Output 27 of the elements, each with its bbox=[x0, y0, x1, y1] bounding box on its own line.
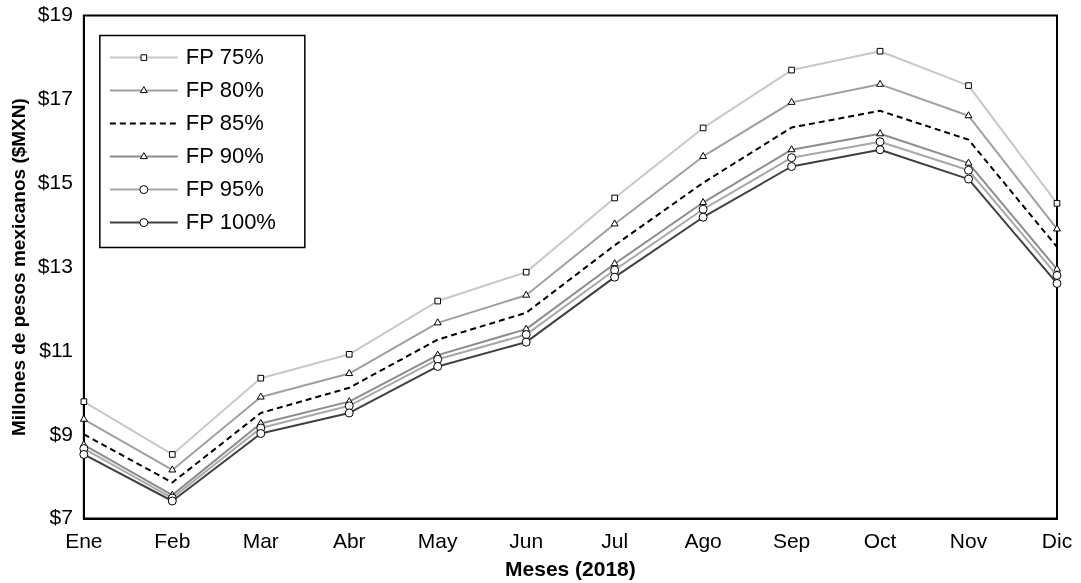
y-tick-label: $7 bbox=[49, 505, 73, 529]
legend-label: FP 85% bbox=[185, 109, 264, 135]
legend-label: FP 80% bbox=[185, 76, 264, 102]
x-tick-label: Feb bbox=[154, 529, 191, 552]
x-tick-label: Jun bbox=[509, 529, 544, 552]
x-axis-title: Meses (2018) bbox=[505, 557, 636, 581]
legend-label: FP 100% bbox=[185, 208, 276, 234]
legend-label: FP 95% bbox=[185, 175, 264, 201]
y-tick-label: $17 bbox=[37, 86, 73, 110]
legend-label: FP 75% bbox=[185, 43, 264, 69]
x-tick-label: Mar bbox=[242, 529, 279, 552]
y-tick-label: $19 bbox=[37, 2, 73, 26]
x-tick-label: Jul bbox=[601, 529, 629, 552]
y-tick-label: $13 bbox=[37, 253, 73, 277]
y-tick-label: $15 bbox=[37, 170, 73, 194]
x-tick-label: Ene bbox=[65, 529, 103, 552]
y-tick-label: $9 bbox=[49, 421, 73, 445]
x-tick-label: Oct bbox=[863, 529, 897, 552]
legend-label: FP 90% bbox=[185, 142, 264, 168]
x-tick-label: Nov bbox=[949, 529, 988, 552]
x-tick-label: Ago bbox=[684, 529, 722, 552]
x-tick-label: Dic bbox=[1041, 529, 1073, 552]
x-tick-label: May bbox=[417, 529, 459, 552]
y-axis-title: Millones de pesos mexicanos ($MXN) bbox=[7, 98, 29, 437]
y-tick-label: $11 bbox=[39, 337, 73, 361]
x-tick-label: Abr bbox=[332, 529, 366, 552]
x-tick-label: Sep bbox=[772, 529, 811, 552]
